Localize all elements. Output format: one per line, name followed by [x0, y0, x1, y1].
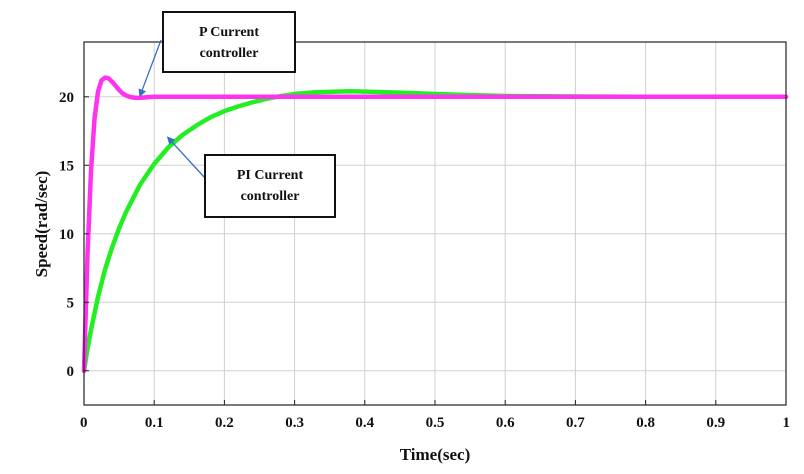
y-tick-labels: 0 5 10 15 20	[59, 90, 89, 380]
annotation-text-0-1: controller	[200, 46, 259, 61]
y-axis-label: Speed(rad/sec)	[32, 171, 51, 278]
x-tick-label-10: 1	[783, 415, 791, 431]
x-tick-label-6: 0.6	[496, 415, 515, 431]
x-tick-label-4: 0.4	[355, 415, 374, 431]
x-tick-labels: 0 0.1 0.2 0.3 0.4 0.5 0.6 0.7 0.8 0.9 1	[80, 400, 790, 431]
annotation-text-0-0: P Current	[199, 25, 259, 40]
annotation-arrow-1	[166, 136, 206, 179]
series-layer	[81, 75, 789, 373]
x-tick-label-9: 0.9	[706, 415, 725, 431]
x-axis-label: Time(sec)	[400, 445, 471, 464]
x-tick-label-0: 0	[80, 415, 88, 431]
annotation-text-1-1: controller	[241, 189, 300, 204]
annotation-box-1	[204, 154, 336, 218]
y-tick-label-4: 20	[59, 90, 74, 106]
x-tick-label-3: 0.3	[285, 415, 304, 431]
annotation-box-0	[162, 11, 296, 73]
annotation-arrow-0	[138, 39, 162, 98]
x-tick-label-8: 0.8	[636, 415, 655, 431]
y-tick-label-2: 10	[59, 227, 74, 243]
y-tick-label-1: 5	[67, 295, 75, 311]
series-line-0	[81, 75, 789, 373]
x-tick-label-1: 0.1	[145, 415, 164, 431]
annotation-text-1-0: PI Current	[237, 168, 304, 183]
y-tick-label-3: 15	[59, 158, 74, 174]
annotations: P Current controller PI Current controller	[138, 11, 336, 218]
x-tick-label-7: 0.7	[566, 415, 585, 431]
y-tick-label-0: 0	[67, 364, 75, 380]
x-tick-label-5: 0.5	[426, 415, 445, 431]
series-line-1	[81, 89, 789, 373]
x-tick-label-2: 0.2	[215, 415, 234, 431]
